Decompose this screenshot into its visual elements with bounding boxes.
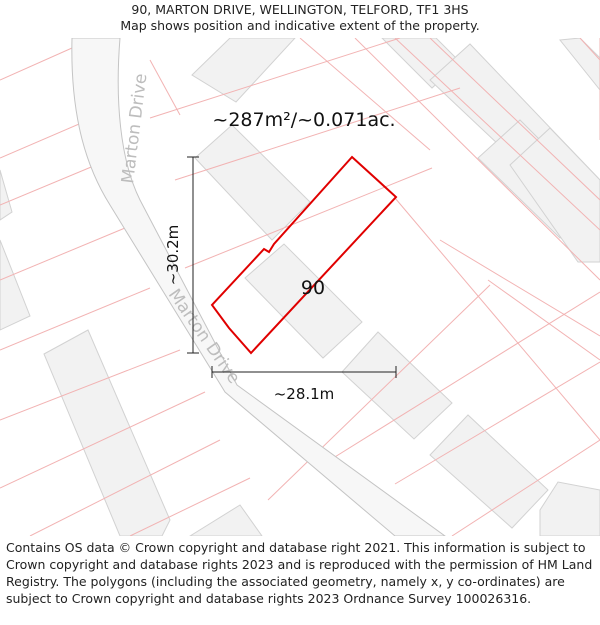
dimension-vertical-label: ~30.2m bbox=[164, 225, 182, 286]
building bbox=[0, 169, 13, 221]
building bbox=[559, 38, 600, 91]
property-boundary[interactable] bbox=[210, 155, 398, 355]
building bbox=[43, 329, 171, 536]
building bbox=[189, 504, 263, 536]
map-header: 90, MARTON DRIVE, WELLINGTON, TELFORD, T… bbox=[0, 0, 600, 38]
building bbox=[341, 331, 453, 440]
map-view[interactable]: Marton Drive Marton Drive 90 ~287m²/~0.0… bbox=[0, 38, 600, 536]
map-canvas[interactable]: Marton Drive Marton Drive 90 ~287m²/~0.0… bbox=[0, 38, 600, 536]
area-label: ~287m²/~0.071ac. bbox=[212, 109, 395, 131]
road-label-upper: Marton Drive bbox=[118, 72, 151, 184]
map-subtitle: Map shows position and indicative extent… bbox=[120, 18, 480, 33]
building bbox=[244, 243, 363, 359]
building bbox=[429, 414, 549, 529]
building bbox=[0, 239, 31, 331]
attribution-text: Contains OS data © Crown copyright and d… bbox=[6, 540, 593, 606]
buildings bbox=[0, 38, 600, 536]
dimension-vertical bbox=[187, 156, 199, 354]
property-address: 90, MARTON DRIVE, WELLINGTON, TELFORD, T… bbox=[131, 2, 469, 17]
building bbox=[194, 124, 311, 241]
dimension-horizontal bbox=[211, 366, 397, 378]
dimension-horizontal-label: ~28.1m bbox=[274, 385, 335, 403]
building bbox=[539, 481, 600, 536]
marton-drive-road bbox=[71, 38, 446, 536]
building bbox=[509, 127, 600, 263]
parcel-lines bbox=[0, 38, 600, 536]
plot-number: 90 bbox=[301, 277, 325, 299]
building bbox=[191, 38, 296, 103]
